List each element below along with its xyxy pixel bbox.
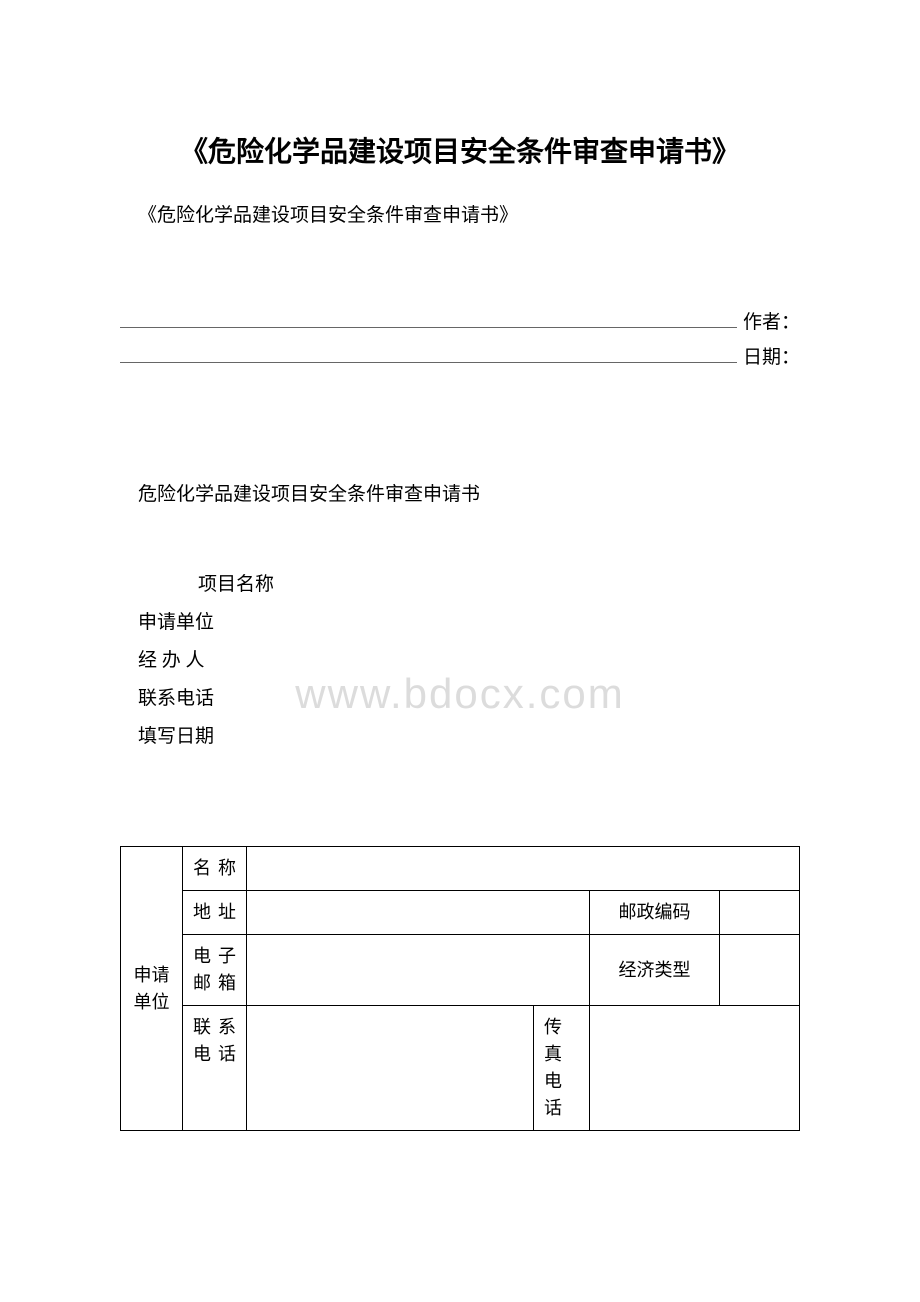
cell-economic-label: 经济类型 (590, 935, 720, 1006)
table-row: 联系电话 传真电话 (121, 1006, 800, 1131)
cell-fax-value (590, 1006, 800, 1131)
author-line: 作者： (120, 307, 800, 334)
date-label: 日期： (743, 342, 800, 369)
application-table: 申请单位 名称 地址 邮政编码 电子邮箱 经济类型 联系电话 传真电话 (120, 846, 800, 1131)
document-title: 《危险化学品建设项目安全条件审查申请书》 (120, 130, 800, 170)
meta-block: 作者： 日期： (120, 307, 800, 369)
document-subtitle: 《危险化学品建设项目安全条件审查申请书》 (138, 200, 800, 227)
field-fill-date: 填写日期 (138, 718, 800, 756)
author-label: 作者： (743, 307, 800, 334)
field-phone: 联系电话 (138, 680, 800, 718)
cell-name-value (247, 847, 800, 891)
cell-postal-label: 邮政编码 (590, 891, 720, 935)
cell-main-label: 申请单位 (121, 847, 183, 1131)
table-row: 地址 邮政编码 (121, 891, 800, 935)
cell-postal-value (720, 891, 800, 935)
cell-contact-phone-value (247, 1006, 534, 1131)
field-applicant: 申请单位 (138, 604, 800, 642)
table-row: 电子邮箱 经济类型 (121, 935, 800, 1006)
table-row: 申请单位 名称 (121, 847, 800, 891)
form-fields: 项目名称 申请单位 经 办 人 联系电话 填写日期 (138, 566, 800, 756)
cell-address-label: 地址 (183, 891, 247, 935)
cell-address-value (247, 891, 590, 935)
cell-email-label: 电子邮箱 (183, 935, 247, 1006)
date-line: 日期： (120, 342, 800, 369)
cell-email-value (247, 935, 590, 1006)
cell-fax-label: 传真电话 (534, 1006, 590, 1131)
cell-economic-value (720, 935, 800, 1006)
field-project-name: 项目名称 (138, 566, 800, 604)
section-title: 危险化学品建设项目安全条件审查申请书 (138, 479, 800, 506)
cell-contact-phone-label: 联系电话 (183, 1006, 247, 1131)
field-handler: 经 办 人 (138, 642, 800, 680)
cell-name-label: 名称 (183, 847, 247, 891)
